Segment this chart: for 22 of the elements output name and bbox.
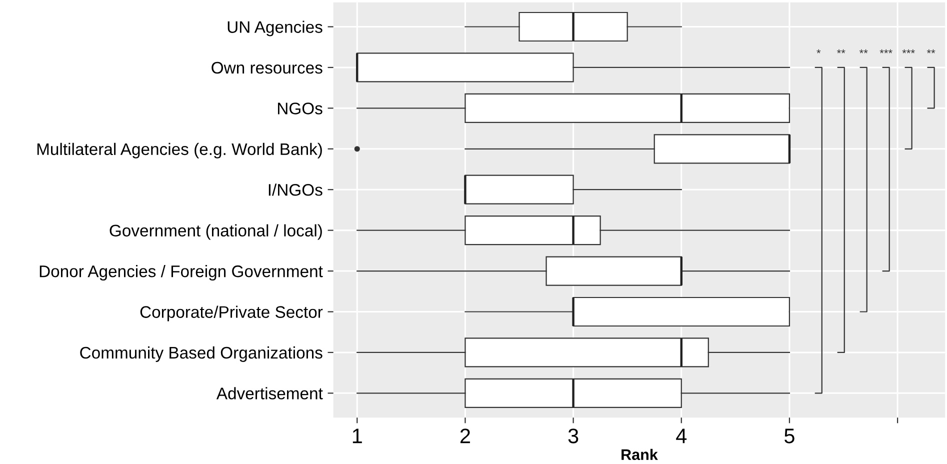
x-tick-label: 1 (352, 428, 362, 444)
y-tick-label: NGOs (278, 102, 322, 114)
y-tick-label: I/NGOs (268, 184, 322, 196)
annotation: ** (836, 49, 846, 54)
y-tick-label: Donor Agencies / Foreign Government (40, 264, 323, 281)
y-tick-label: Multilateral Agencies (e.g. World Bank) (37, 142, 322, 158)
x-tick-label: 2 (460, 428, 470, 444)
x-tick-label: 3 (568, 428, 578, 444)
annotation: * (816, 49, 821, 54)
annotation: *** (902, 49, 915, 54)
y-tick-label: UN Agencies (228, 20, 322, 36)
y-tick-label: Advertisement (216, 387, 323, 400)
y-tick-label: Government (national / local) (110, 224, 322, 240)
y-tick-label: Own resources (212, 62, 322, 74)
y-tick-label: Community Based Organizations (80, 346, 322, 362)
y-tick-label: Corporate/Private Sector (140, 306, 323, 322)
x-axis-title: Rank (622, 448, 658, 460)
x-tick-label: 5 (784, 428, 794, 444)
annotation: ** (926, 49, 936, 54)
x-tick-label: 4 (676, 428, 687, 444)
annotation: ** (859, 49, 868, 54)
annotation: *** (880, 49, 892, 54)
